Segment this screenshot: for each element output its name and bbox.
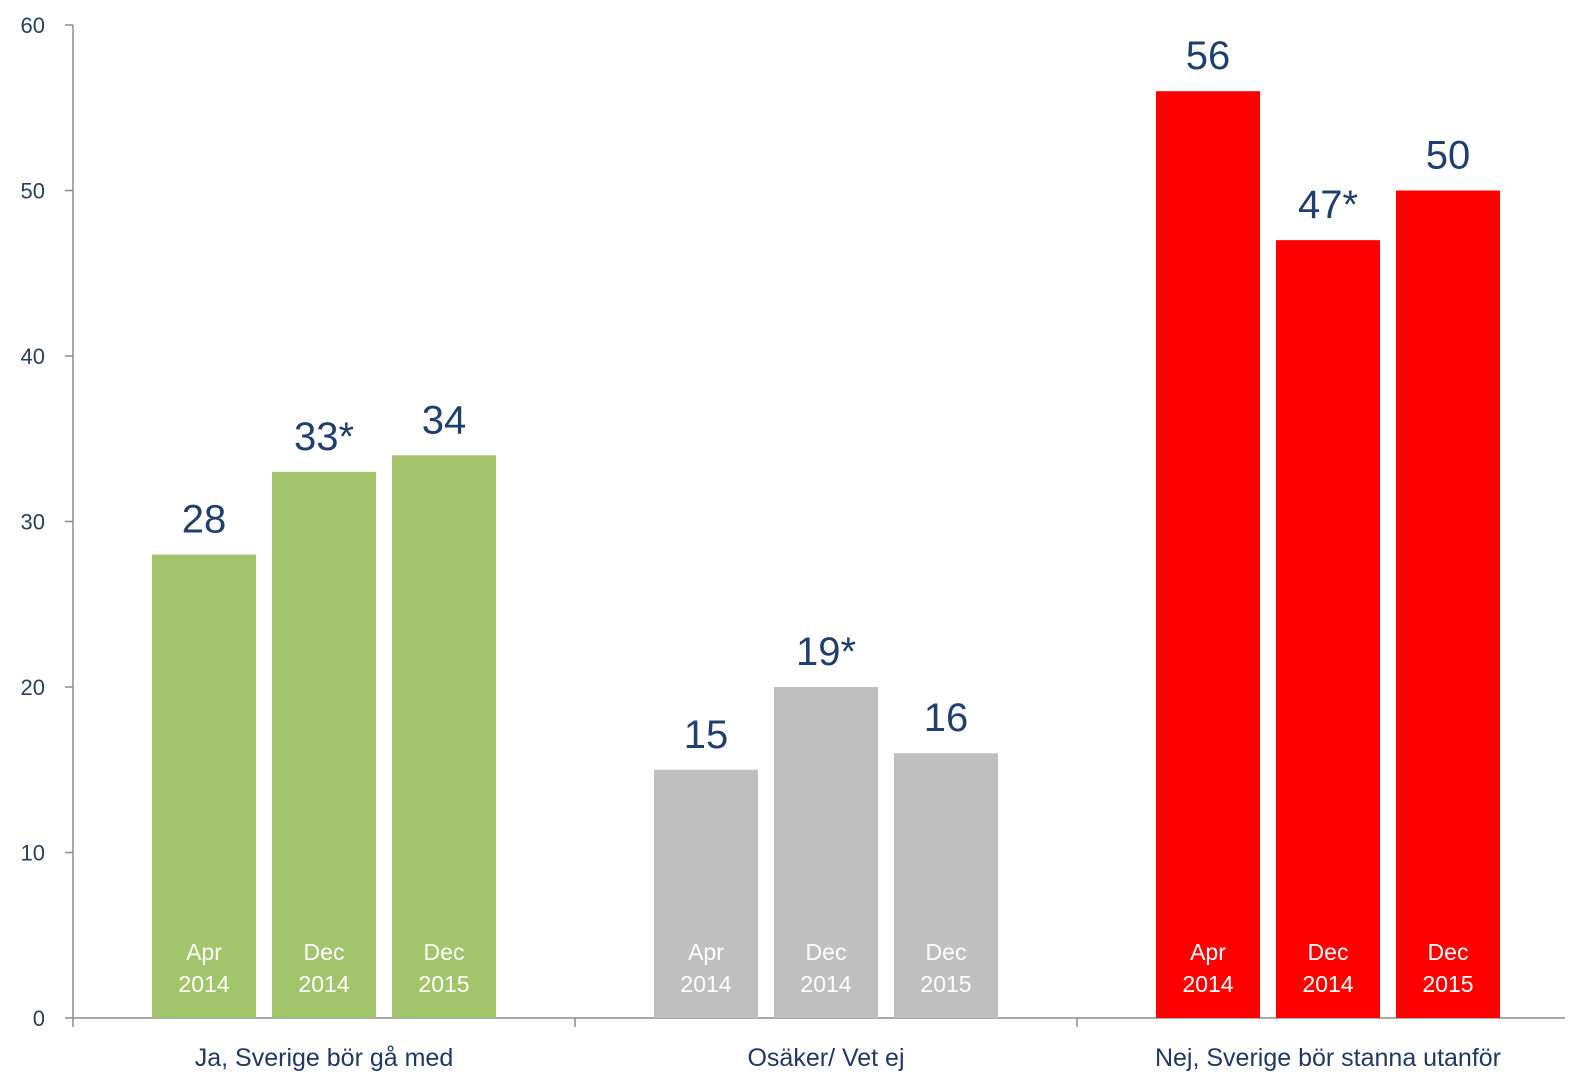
bar <box>152 554 256 1018</box>
bar <box>654 769 758 1018</box>
bar-period-month: Dec <box>1308 939 1349 965</box>
bar-period-year: 2014 <box>1302 971 1353 997</box>
bar-groups: 28 Apr 2014 33* Dec 2014 34 Dec 2015 15 Apr 2014 19*… <box>152 34 1500 1019</box>
y-tick-label: 40 <box>21 344 45 369</box>
bar-period-year: 2014 <box>1182 971 1233 997</box>
y-tick-label: 50 <box>21 179 45 204</box>
bar-group: 15 Apr 2014 19* Dec 2014 16 Dec 2015 <box>654 630 998 1018</box>
y-tick-label: 0 <box>33 1006 45 1031</box>
y-axis: 0 10 20 30 40 50 60 <box>21 13 74 1031</box>
x-category-label: Nej, Sverige bör stanna utanför <box>1155 1044 1501 1072</box>
bar-period-month: Dec <box>1428 939 1469 965</box>
bar <box>1276 240 1380 1018</box>
bar-group: 28 Apr 2014 33* Dec 2014 34 Dec 2015 <box>152 398 496 1019</box>
bar-value-label: 28 <box>182 498 227 542</box>
bar-period-year: 2015 <box>920 971 971 997</box>
x-axis: Ja, Sverige bör gå med Osäker/ Vet ej Nej,… <box>72 1017 1565 1072</box>
bar-period-year: 2015 <box>418 971 469 997</box>
y-tick-label: 20 <box>21 675 45 700</box>
bar <box>774 687 878 1018</box>
bar <box>1156 91 1260 1018</box>
bar-value-label: 50 <box>1426 134 1471 178</box>
bar <box>1396 190 1500 1018</box>
bar <box>272 471 376 1019</box>
bar-period-year: 2014 <box>680 971 731 997</box>
bar-group: 56 Apr 2014 47* Dec 2014 50 Dec 2015 <box>1156 34 1500 1018</box>
bar-period-month: Apr <box>1190 939 1226 965</box>
x-category-label: Osäker/ Vet ej <box>747 1044 904 1072</box>
bar-period-month: Dec <box>424 939 465 965</box>
bar-value-label: 47* <box>1298 183 1358 227</box>
bar-period-month: Dec <box>926 939 967 965</box>
bar <box>894 753 998 1018</box>
bar-value-label: 16 <box>924 696 969 740</box>
bar-period-month: Apr <box>688 939 724 965</box>
bar <box>392 455 496 1018</box>
x-category-label: Ja, Sverige bör gå med <box>195 1044 453 1072</box>
y-tick-label: 30 <box>21 510 45 535</box>
bar-period-year: 2014 <box>298 971 349 997</box>
y-tick-label: 10 <box>21 841 45 866</box>
bar-period-month: Apr <box>186 939 222 965</box>
bar-value-label: 33* <box>294 415 354 459</box>
bar-value-label: 34 <box>422 398 467 442</box>
bar-period-year: 2015 <box>1422 971 1473 997</box>
bar-value-label: 56 <box>1186 34 1231 78</box>
bar-period-month: Dec <box>304 939 345 965</box>
bar-period-month: Dec <box>806 939 847 965</box>
bar-period-year: 2014 <box>800 971 851 997</box>
bar-value-label: 15 <box>684 713 729 757</box>
bar-value-label: 19* <box>796 630 856 674</box>
y-tick-label: 60 <box>21 13 45 38</box>
bar-period-year: 2014 <box>178 971 229 997</box>
